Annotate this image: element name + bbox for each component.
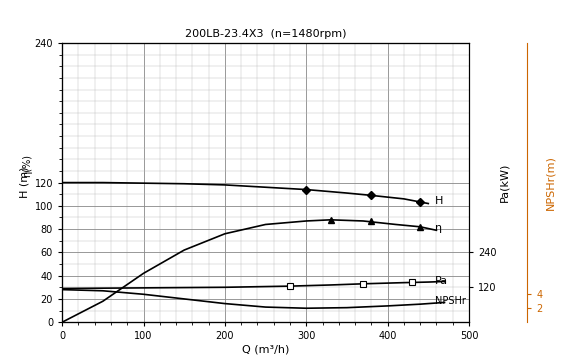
- Text: NPSHr: NPSHr: [435, 296, 466, 306]
- Text: Pa: Pa: [435, 276, 448, 286]
- Text: η(%): η(%): [23, 154, 33, 177]
- Y-axis label: NPSHr(m): NPSHr(m): [545, 155, 555, 210]
- Text: η: η: [435, 223, 442, 233]
- Text: H: H: [435, 196, 443, 206]
- Title: 200LB-23.4X3  (n=1480rpm): 200LB-23.4X3 (n=1480rpm): [185, 29, 346, 39]
- Y-axis label: H (m): H (m): [19, 167, 29, 198]
- Y-axis label: Pa(kW): Pa(kW): [499, 163, 509, 202]
- X-axis label: Q (m³/h): Q (m³/h): [242, 344, 289, 354]
